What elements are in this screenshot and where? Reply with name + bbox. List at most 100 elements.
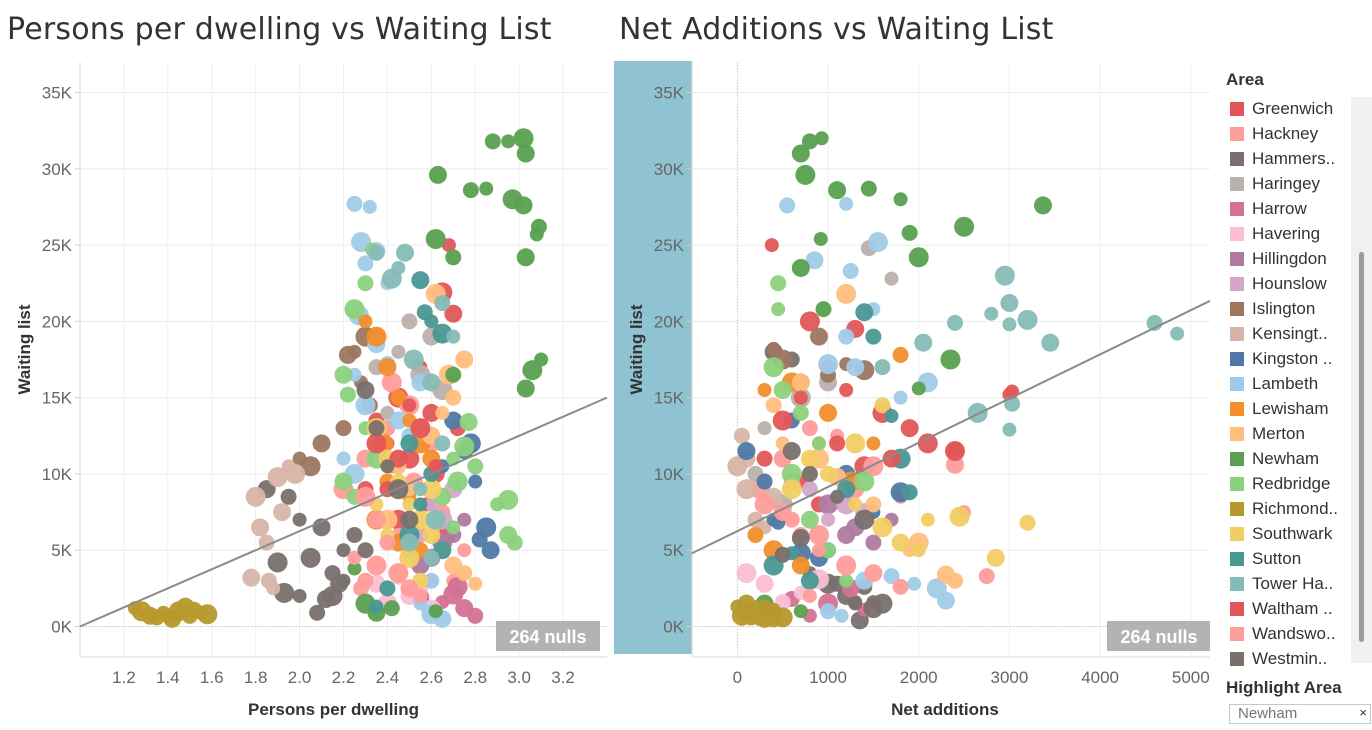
x-tick-label: 4000 — [1081, 668, 1119, 687]
data-point — [747, 526, 764, 543]
legend-scrollbar[interactable] — [1351, 97, 1372, 663]
x-tick-label: 2.0 — [288, 668, 312, 687]
legend-swatch — [1230, 501, 1244, 516]
legend-item[interactable]: Greenwich — [1222, 96, 1372, 121]
data-point — [854, 509, 875, 530]
data-point — [334, 365, 353, 384]
data-point — [358, 314, 373, 329]
data-point — [791, 258, 810, 277]
data-point — [401, 313, 418, 330]
data-point — [357, 275, 374, 292]
data-point — [357, 255, 374, 272]
legend-item[interactable]: Waltham .. — [1222, 596, 1372, 621]
data-point — [366, 433, 387, 454]
data-point — [413, 482, 428, 497]
x-tick-label: 2.6 — [420, 668, 444, 687]
highlight-area-input[interactable] — [1230, 705, 1356, 722]
legend-item[interactable]: Harrow — [1222, 196, 1372, 221]
data-point — [1000, 294, 1019, 313]
data-point — [757, 383, 772, 398]
data-point — [457, 512, 472, 527]
data-point — [819, 403, 838, 422]
data-point — [757, 421, 772, 436]
data-point — [425, 228, 446, 249]
data-point — [801, 465, 818, 482]
y-tick-label: 5K — [51, 541, 72, 560]
legend-scroll-thumb[interactable] — [1359, 252, 1364, 642]
y-tick-label: 25K — [42, 236, 73, 255]
data-point — [893, 390, 908, 405]
data-point — [280, 488, 297, 505]
legend-item[interactable]: Islington — [1222, 296, 1372, 321]
y-tick-label: 35K — [42, 84, 73, 103]
data-point — [444, 304, 463, 323]
legend-item[interactable]: Havering — [1222, 221, 1372, 246]
legend-item[interactable]: Lambeth — [1222, 371, 1372, 396]
y-tick-label: 5K — [663, 541, 684, 560]
legend-item[interactable]: Lewisham — [1222, 396, 1372, 421]
data-point — [434, 295, 451, 312]
data-point — [811, 543, 826, 558]
data-point — [914, 333, 933, 352]
legend-item[interactable]: Haringey — [1222, 171, 1372, 196]
data-point — [468, 474, 483, 489]
legend-swatch — [1230, 401, 1244, 416]
x-tick-label: 2.2 — [332, 668, 356, 687]
legend-item[interactable]: Southwark — [1222, 521, 1372, 546]
legend-item[interactable]: Redbridge — [1222, 471, 1372, 496]
x-tick-label: 2.8 — [463, 668, 487, 687]
data-point — [756, 473, 773, 490]
legend-label: Richmond.. — [1252, 498, 1338, 518]
data-point — [754, 494, 775, 515]
data-point — [828, 181, 847, 200]
data-point — [336, 543, 351, 558]
data-point — [422, 373, 441, 392]
data-point — [884, 408, 899, 423]
charts-canvas: 0K 5K 10K 15K 20K 25K 30K 35K 1.2 1.4 1.6 1.8 2.0 2.2… — [15, 61, 1210, 719]
legend-item[interactable]: Sutton — [1222, 546, 1372, 571]
data-point — [820, 465, 837, 482]
legend-item[interactable]: Richmond.. — [1222, 496, 1372, 521]
y-tick-label: 15K — [42, 389, 73, 408]
data-point — [366, 326, 387, 347]
legend-item[interactable]: Kingston .. — [1222, 346, 1372, 371]
legend-item[interactable]: Tower Ha.. — [1222, 571, 1372, 596]
data-point — [285, 463, 306, 484]
legend-item[interactable]: Hillingdon — [1222, 246, 1372, 271]
data-point — [872, 517, 893, 538]
clear-icon[interactable]: × — [1359, 705, 1367, 720]
data-point — [368, 244, 385, 261]
y-tick-label: 0K — [51, 617, 72, 636]
legend-item[interactable]: Merton — [1222, 421, 1372, 446]
data-point — [874, 359, 891, 376]
data-point — [399, 547, 420, 568]
data-point — [839, 573, 854, 588]
data-point — [854, 471, 875, 492]
data-point — [389, 449, 408, 468]
legend-item[interactable]: Newham — [1222, 446, 1372, 471]
data-point — [911, 381, 926, 396]
data-point — [383, 600, 400, 617]
data-point — [347, 550, 362, 565]
data-point — [251, 518, 270, 537]
data-point — [811, 436, 826, 451]
legend-item[interactable]: Wandswo.. — [1222, 621, 1372, 646]
data-point — [402, 497, 417, 512]
x-tick-label: 5000 — [1172, 668, 1210, 687]
data-point — [338, 345, 357, 364]
legend-item[interactable]: Hammers.. — [1222, 146, 1372, 171]
data-point — [892, 346, 909, 363]
data-point — [771, 302, 786, 317]
data-point — [447, 576, 468, 597]
data-point — [347, 561, 362, 576]
legend-item[interactable]: Hackney — [1222, 121, 1372, 146]
legend-item[interactable]: Kensingt.. — [1222, 321, 1372, 346]
legend-item[interactable]: Westmin.. — [1222, 646, 1372, 671]
data-point — [273, 503, 292, 522]
nulls-badge-label: 264 nulls — [509, 627, 586, 647]
data-point — [779, 197, 796, 214]
data-point — [479, 181, 494, 196]
data-point — [865, 328, 882, 345]
data-point — [802, 588, 817, 603]
legend-item[interactable]: Hounslow — [1222, 271, 1372, 296]
